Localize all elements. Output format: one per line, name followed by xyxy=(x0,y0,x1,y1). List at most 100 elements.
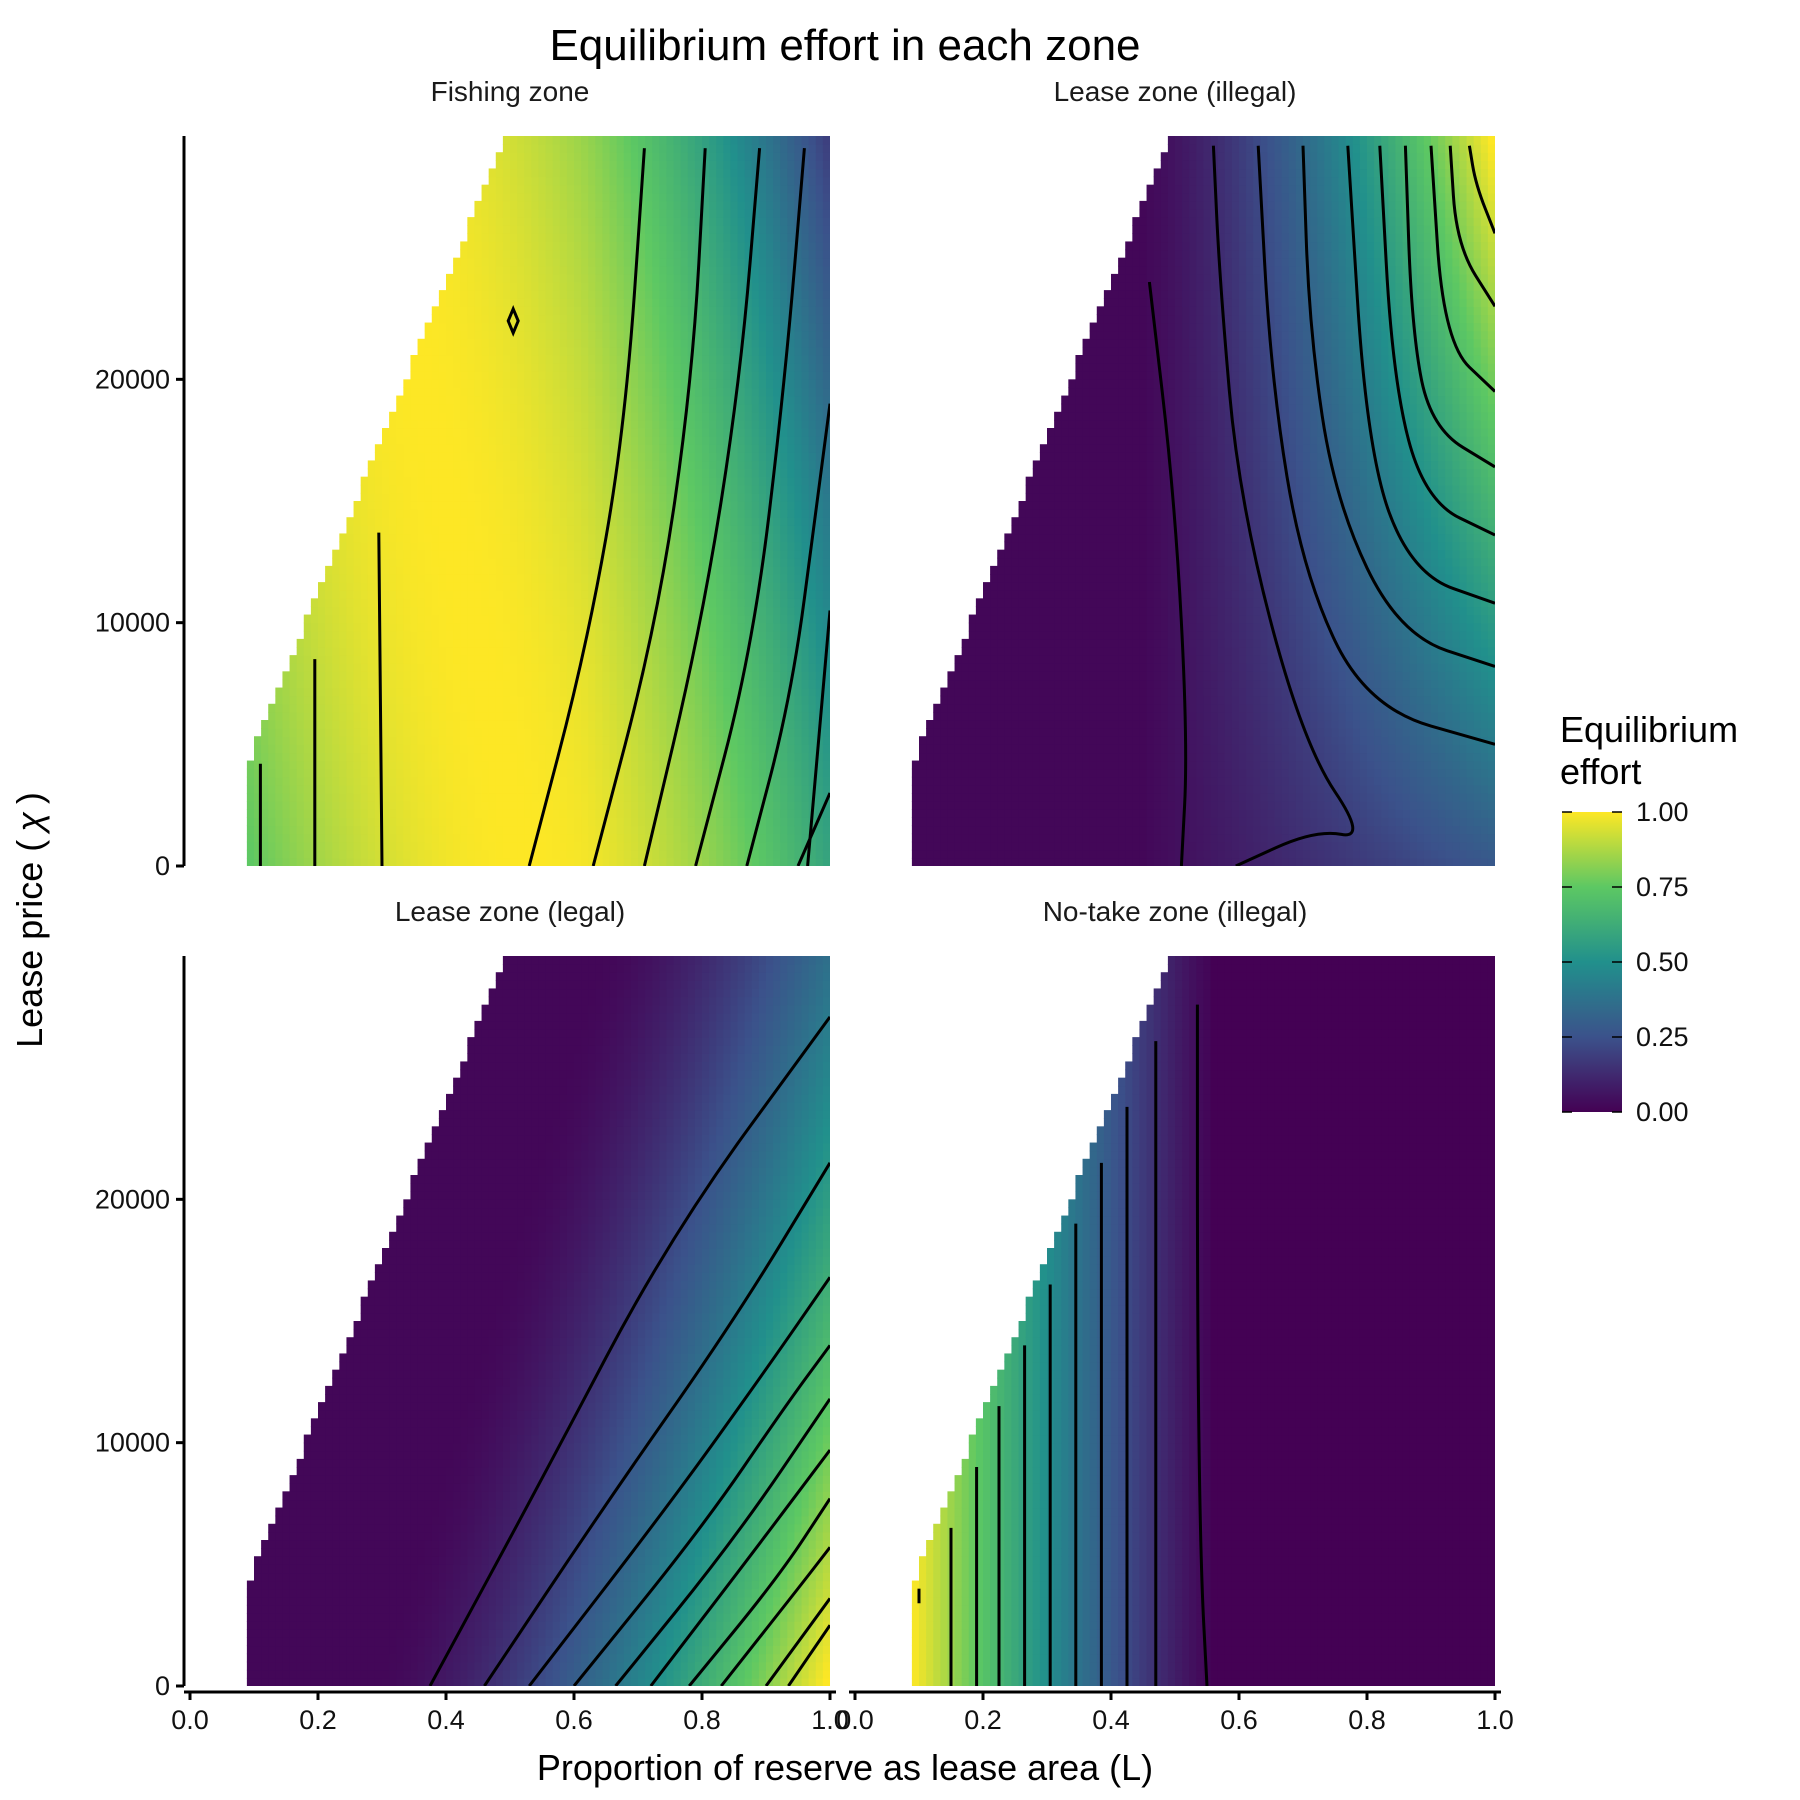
heat-cell xyxy=(673,403,682,413)
heat-cell xyxy=(574,387,582,397)
heat-cell xyxy=(488,444,497,453)
heat-cell xyxy=(446,728,454,737)
heat-cell xyxy=(545,728,554,737)
heat-cell xyxy=(446,322,454,332)
heat-cell xyxy=(410,728,419,737)
heat-cell xyxy=(694,647,703,656)
heat-cell xyxy=(524,817,532,827)
heat-cell xyxy=(481,671,490,681)
heat-cell xyxy=(510,825,518,835)
heat-cell xyxy=(574,752,582,762)
heat-cell xyxy=(538,849,547,859)
heat-cell xyxy=(744,306,753,316)
heat-cell xyxy=(616,614,625,624)
heat-cell xyxy=(730,695,739,705)
heat-cell xyxy=(702,209,710,218)
heat-cell xyxy=(737,533,746,543)
heat-cell xyxy=(531,679,540,689)
heat-cell xyxy=(616,809,625,818)
heat-cell xyxy=(645,225,653,234)
heat-cell xyxy=(481,663,490,672)
heat-cell xyxy=(531,428,540,437)
heat-cell xyxy=(723,630,732,640)
heat-cell xyxy=(709,655,717,664)
heat-cell xyxy=(581,355,589,364)
heat-cell xyxy=(524,728,532,737)
heat-cell xyxy=(716,395,724,405)
heat-cell xyxy=(630,314,639,324)
heat-cell xyxy=(574,509,582,518)
heat-cell xyxy=(403,728,412,737)
heat-cell xyxy=(687,703,696,713)
heat-cell xyxy=(709,436,717,445)
heat-cell xyxy=(275,833,284,843)
heat-cell xyxy=(559,492,568,502)
heat-cell xyxy=(702,200,710,210)
heat-cell xyxy=(531,695,540,705)
heat-cell xyxy=(709,509,717,518)
heat-cell xyxy=(638,776,646,786)
heat-cell xyxy=(488,265,497,275)
heat-cell xyxy=(403,841,412,851)
heat-cell xyxy=(588,403,596,413)
heat-cell xyxy=(609,614,618,624)
heat-cell xyxy=(510,557,518,567)
heat-cell xyxy=(382,736,390,745)
heat-cell xyxy=(609,622,618,632)
heat-cell xyxy=(481,241,490,251)
heat-cell xyxy=(723,671,732,681)
heat-cell xyxy=(389,663,397,672)
heat-cell xyxy=(396,484,404,494)
heat-cell xyxy=(517,801,525,810)
heat-cell xyxy=(538,776,547,786)
heat-cell xyxy=(673,695,682,705)
heat-cell xyxy=(353,525,362,535)
heat-cell xyxy=(431,363,440,372)
heat-cell xyxy=(460,744,468,754)
heat-cell xyxy=(488,387,497,397)
heat-cell xyxy=(645,273,653,283)
heat-cell xyxy=(495,728,504,737)
heat-cell xyxy=(495,598,504,608)
heat-cell xyxy=(602,452,611,462)
heat-cell xyxy=(531,492,540,502)
heat-cell xyxy=(566,679,575,689)
heat-cell xyxy=(517,176,525,186)
heat-cell xyxy=(723,306,732,316)
heat-cell xyxy=(488,857,497,866)
heat-cell xyxy=(438,752,447,762)
heat-cell xyxy=(360,671,369,681)
heat-cell xyxy=(709,671,717,681)
heat-cell xyxy=(687,476,696,486)
heat-cell xyxy=(396,419,404,429)
heat-cell xyxy=(545,630,554,640)
heat-cell xyxy=(502,355,511,364)
heat-cell xyxy=(488,501,497,510)
heat-cell xyxy=(524,306,532,316)
heat-cell xyxy=(417,387,426,397)
heat-cell xyxy=(318,784,326,794)
heat-cell xyxy=(574,355,582,364)
heat-cell xyxy=(702,695,710,705)
heat-cell xyxy=(268,849,276,859)
heat-cell xyxy=(467,233,476,243)
heat-cell xyxy=(453,355,461,364)
heat-cell xyxy=(638,306,646,316)
heat-cell xyxy=(545,338,554,348)
heat-cell xyxy=(623,752,632,762)
heat-cell xyxy=(616,776,625,786)
heat-cell xyxy=(588,752,596,762)
heat-cell xyxy=(709,460,717,470)
heat-cell xyxy=(538,249,547,259)
heat-cell xyxy=(559,282,568,291)
heat-cell xyxy=(680,776,689,786)
heat-cell xyxy=(702,428,710,437)
heat-cell xyxy=(595,452,604,462)
heat-cell xyxy=(702,241,710,251)
heat-cell xyxy=(723,209,732,218)
heat-cell xyxy=(687,338,696,348)
heat-cell xyxy=(360,638,369,648)
heat-cell xyxy=(339,590,348,599)
heat-cell xyxy=(417,638,426,648)
heat-cell xyxy=(446,452,454,462)
